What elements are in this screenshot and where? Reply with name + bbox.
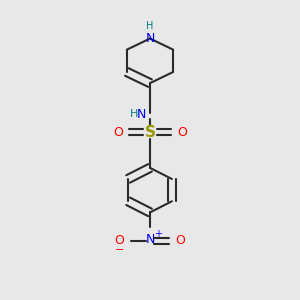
Text: N: N: [145, 233, 155, 246]
Text: −: −: [115, 244, 124, 255]
Text: +: +: [154, 229, 162, 239]
Text: N: N: [145, 32, 155, 45]
Text: O: O: [113, 126, 123, 139]
Text: H: H: [130, 109, 139, 119]
Text: S: S: [145, 125, 155, 140]
Text: O: O: [114, 234, 124, 247]
Text: H: H: [146, 21, 154, 31]
Text: N: N: [137, 108, 146, 121]
Text: O: O: [177, 126, 187, 139]
Text: O: O: [176, 234, 186, 247]
